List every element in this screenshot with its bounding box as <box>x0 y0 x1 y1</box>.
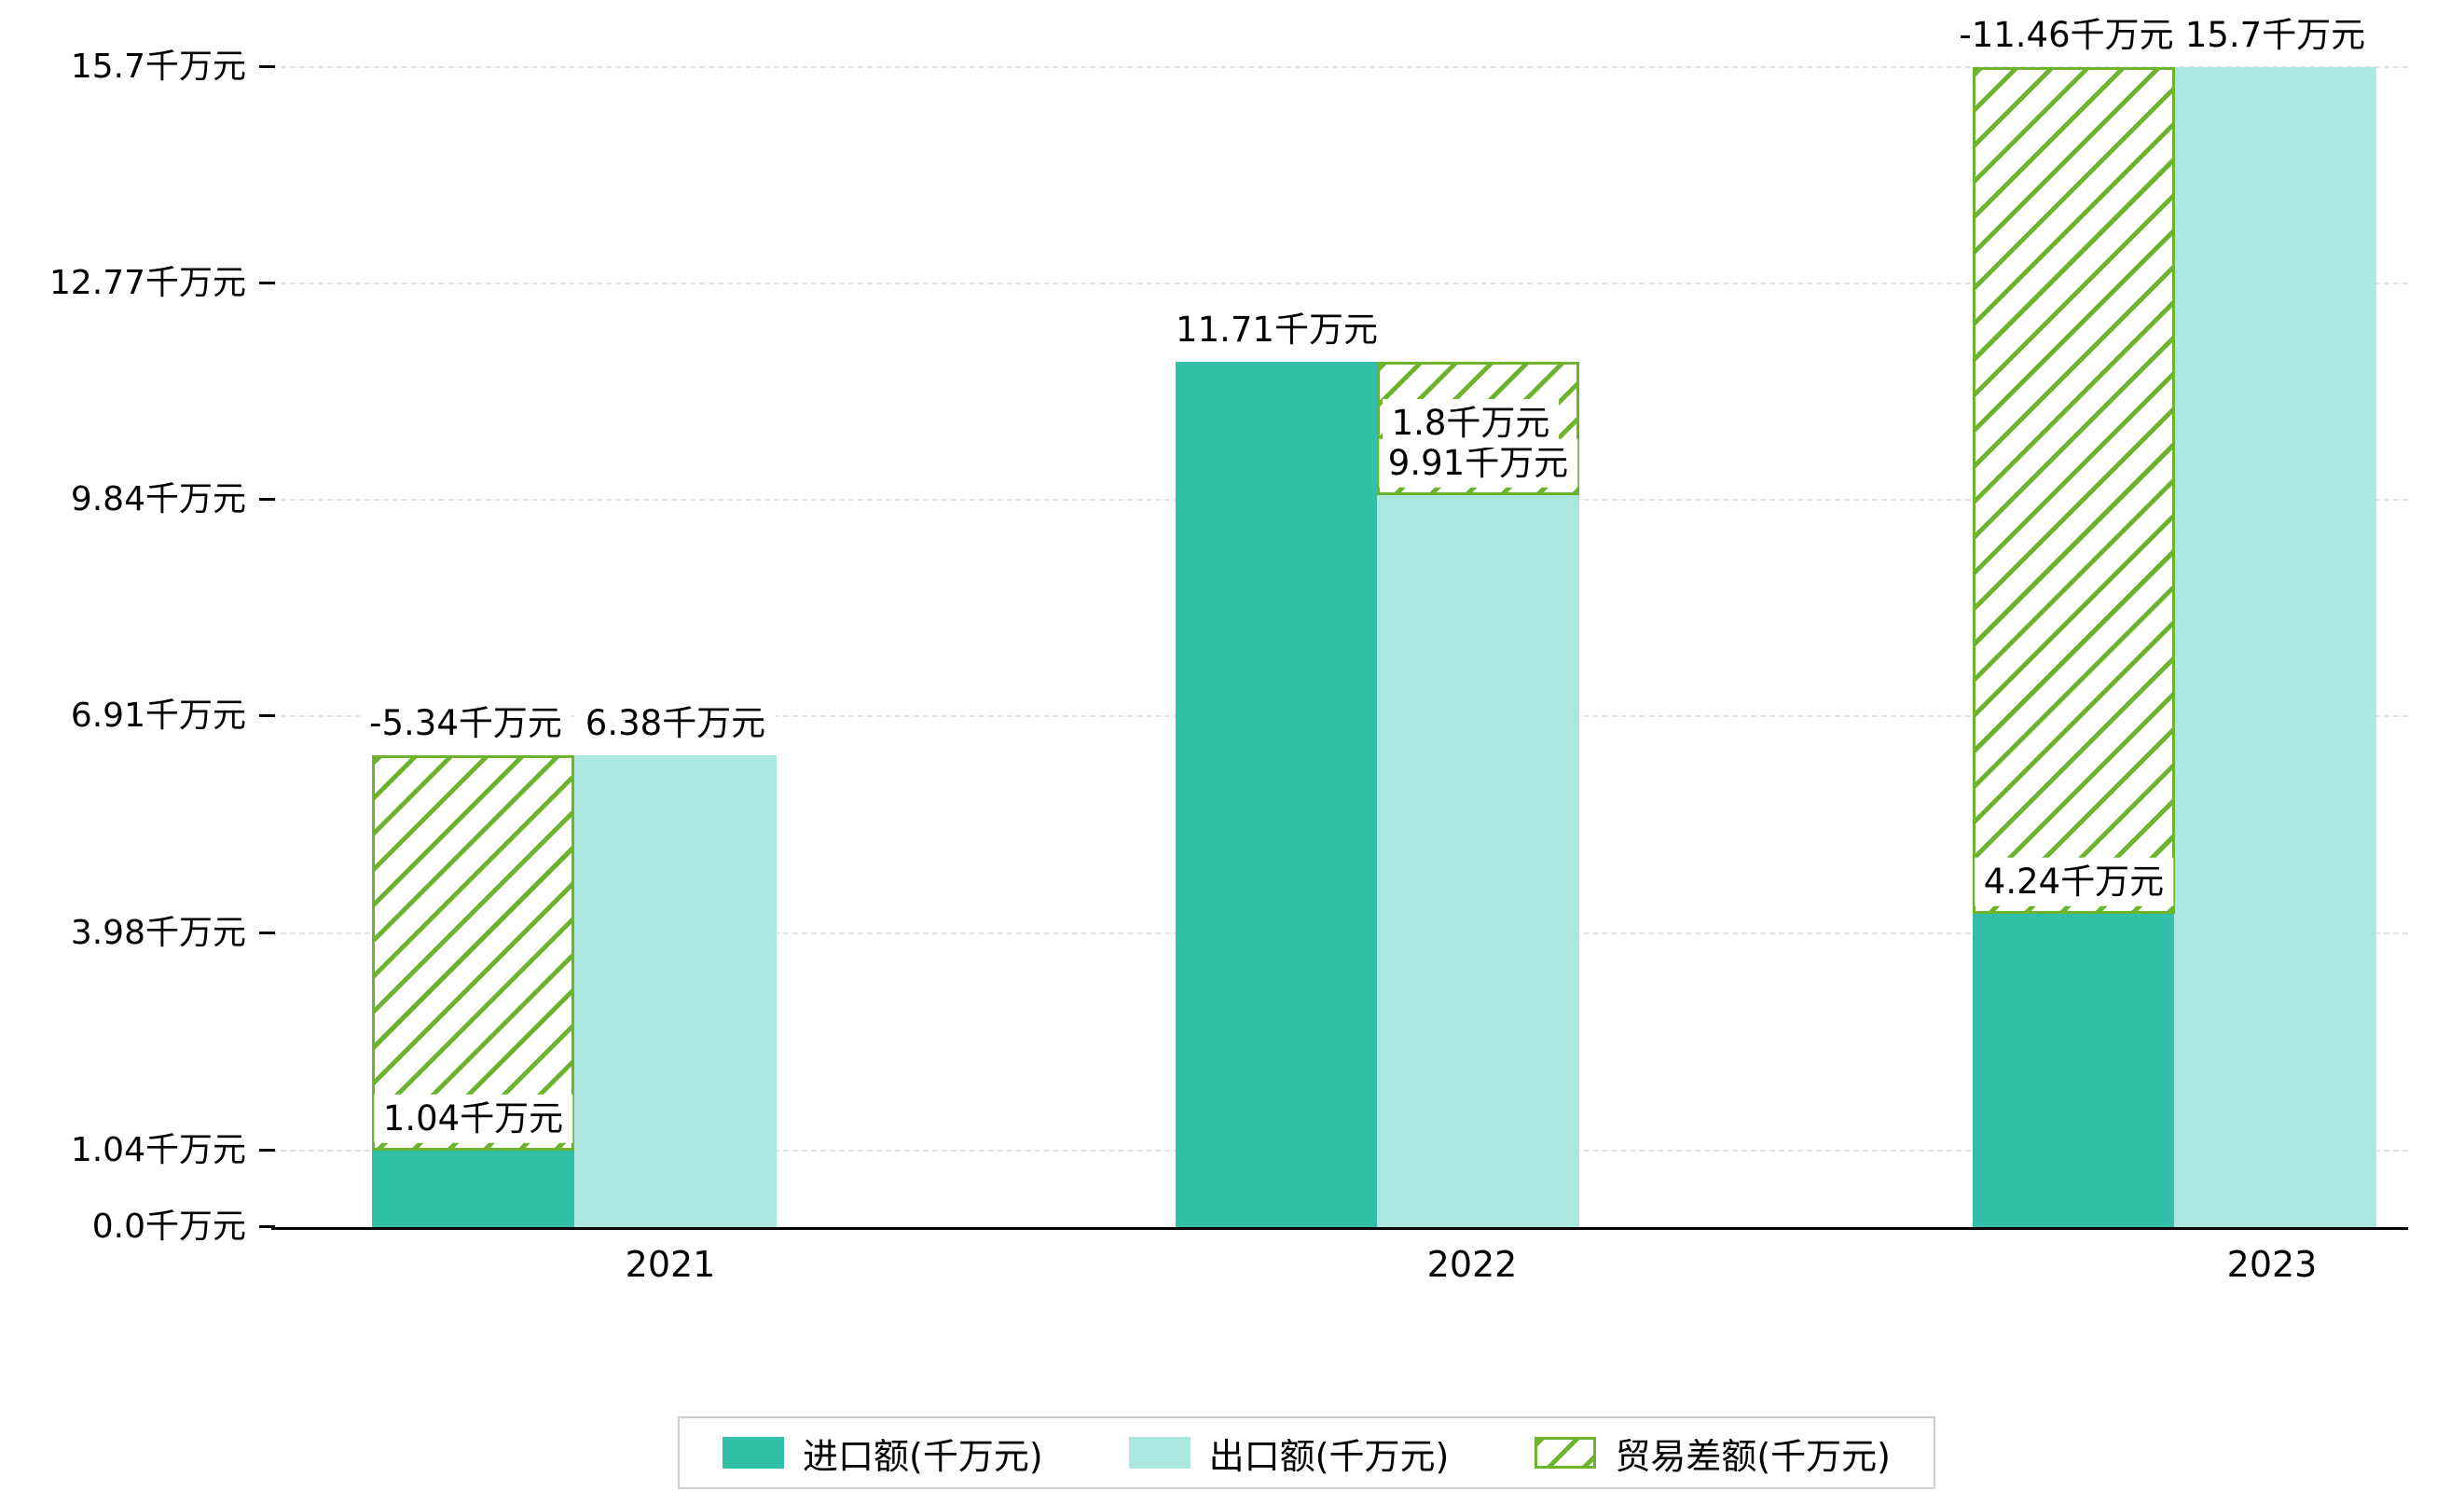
y-axis-tick <box>259 931 275 934</box>
y-axis-tick <box>259 65 275 68</box>
bar-value-label-import-2021: 1.04千万元 <box>373 1094 573 1143</box>
y-axis-tick <box>259 714 275 718</box>
y-axis-tick-label: 0.0千万元 <box>91 1208 246 1246</box>
legend-swatch-trade-balance <box>1535 1437 1597 1469</box>
bar-export-2021 <box>574 755 777 1227</box>
bar-value-label-trade-balance-2022: 1.8千万元 <box>1382 399 1560 449</box>
bar-value-label-trade-balance-2021: -5.34千万元 <box>360 699 571 749</box>
legend-item-export[interactable]: 出口额(千万元) <box>1128 1428 1450 1479</box>
y-axis-tick-label: 12.77千万元 <box>48 264 246 303</box>
legend-label-import: 进口额(千万元) <box>803 1435 1043 1477</box>
bar-value-label-import-2022: 11.71千万元 <box>1166 305 1387 355</box>
bar-trade-balance-2023 <box>1973 67 2175 915</box>
legend-swatch-import <box>723 1437 784 1469</box>
bar-value-label-import-2023: 4.24千万元 <box>1974 857 2174 907</box>
bar-export-2023 <box>2174 67 2376 1227</box>
bar-export-2022 <box>1377 494 1579 1227</box>
y-axis-tick-label: 15.7千万元 <box>70 48 246 86</box>
legend-swatch-export <box>1128 1437 1191 1469</box>
bar-value-label-trade-balance-2023: -11.46千万元 <box>1949 10 2183 60</box>
bar-value-label-export-2021: 6.38千万元 <box>575 699 776 749</box>
bar-value-label-export-2023: 15.7千万元 <box>2175 10 2375 60</box>
legend-label-trade-balance: 贸易差额(千万元) <box>1615 1435 1891 1477</box>
bar-import-2023 <box>1973 914 2175 1227</box>
legend-item-trade-balance[interactable]: 贸易差额(千万元) <box>1535 1428 1891 1479</box>
y-axis-tick-label: 1.04千万元 <box>70 1130 246 1169</box>
legend-label-export: 出口额(千万元) <box>1208 1435 1450 1477</box>
y-axis-tick <box>259 1225 275 1228</box>
y-axis-tick-label: 9.84千万元 <box>70 480 246 519</box>
legend-item-import[interactable]: 进口额(千万元) <box>723 1428 1043 1479</box>
legend: 进口额(千万元) 出口额(千万元) 贸易差额(千万元) <box>678 1416 1935 1489</box>
gridline <box>271 283 2408 285</box>
bar-import-2022 <box>1176 362 1378 1227</box>
x-axis-category-label-2022: 2022 <box>1426 1244 1518 1285</box>
x-axis-category-label-2021: 2021 <box>625 1244 716 1285</box>
y-axis-tick-label: 3.98千万元 <box>70 913 246 952</box>
gridline <box>271 66 2408 68</box>
y-axis-tick <box>259 282 275 285</box>
y-axis-tick-label: 6.91千万元 <box>70 697 246 736</box>
x-axis-category-label-2023: 2023 <box>2226 1244 2318 1285</box>
bar-import-2021 <box>372 1150 574 1227</box>
y-axis-tick <box>259 1148 275 1152</box>
x-axis-line <box>271 1227 2408 1230</box>
bar-trade-balance-2021 <box>372 755 574 1151</box>
y-axis-tick <box>259 498 275 502</box>
